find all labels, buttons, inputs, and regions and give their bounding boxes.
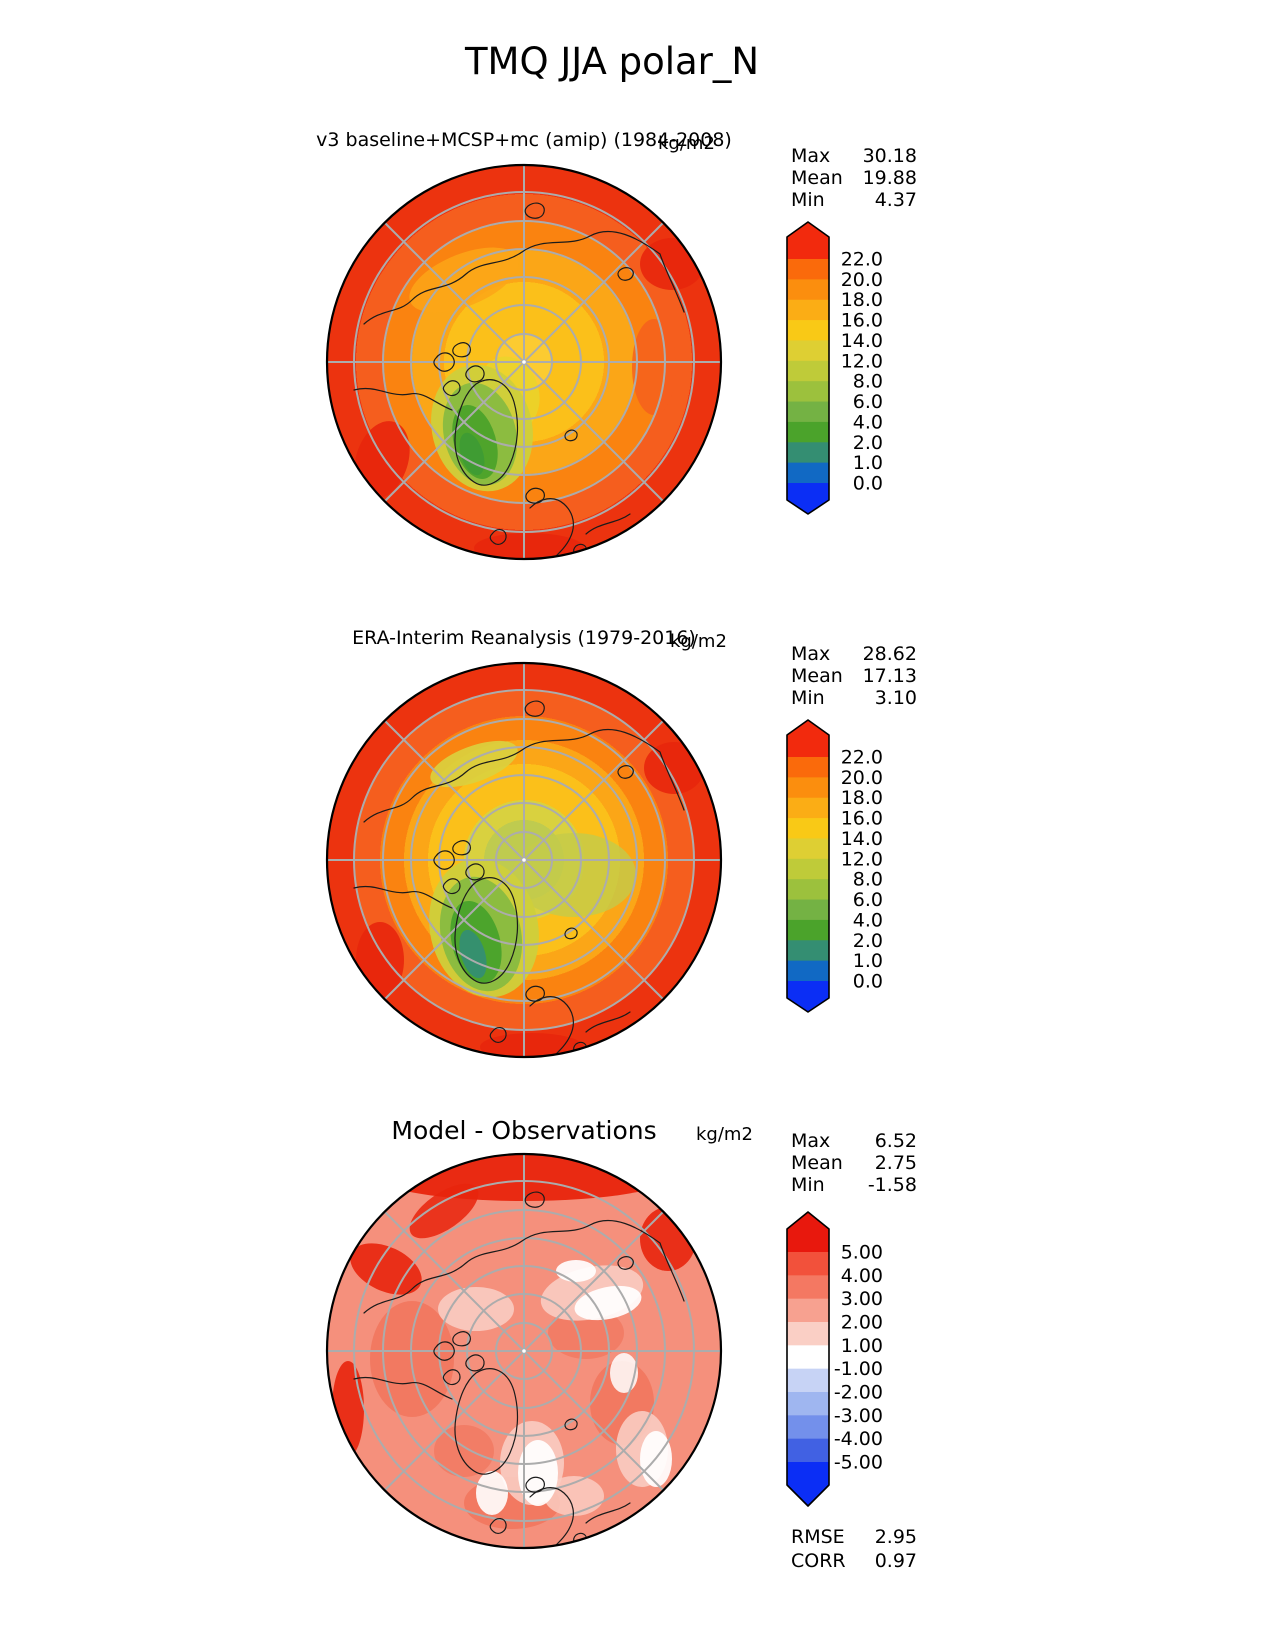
map-boundary xyxy=(325,661,723,1059)
stat-value: 3.10 xyxy=(874,687,917,709)
pole-dot xyxy=(522,360,526,364)
metric-value: 2.95 xyxy=(874,1526,917,1548)
stat-label: Mean xyxy=(791,1152,843,1174)
colorbar-tick-label: 5.00 xyxy=(841,1242,883,1264)
colorbar-tick-label: 1.0 xyxy=(853,452,883,474)
colorbar-tick-label: -3.00 xyxy=(834,1405,883,1427)
colorbar-tick-label: 2.0 xyxy=(853,432,883,454)
colorbar-tick-label: 16.0 xyxy=(841,808,883,830)
colorbar-tick-label: 14.0 xyxy=(841,330,883,352)
colorbar-tick-label: 6.0 xyxy=(853,889,883,911)
colorbar-tick-label: 4.00 xyxy=(841,1265,883,1287)
panel2-polar-map xyxy=(325,661,723,1059)
colorbar-tick-label: 2.00 xyxy=(841,1312,883,1334)
stat-row-min: Min -1.58 xyxy=(791,1174,917,1196)
colorbar-tick-label: 4.0 xyxy=(853,909,883,931)
stat-value: 17.13 xyxy=(862,665,917,687)
colorbar-tick-label: 4.0 xyxy=(853,411,883,433)
colorbar-tick-label: 1.00 xyxy=(841,1335,883,1357)
colorbar-tick-label: 20.0 xyxy=(841,269,883,291)
panel2-units: kg/m2 xyxy=(670,631,727,652)
stat-value: 2.75 xyxy=(874,1152,917,1174)
colorbar-tick-label: 6.0 xyxy=(853,391,883,413)
metric-label: CORR xyxy=(791,1550,846,1572)
pole-dot xyxy=(522,1349,526,1353)
stat-row-mean: Mean 19.88 xyxy=(791,167,917,189)
stat-row-min: Min 4.37 xyxy=(791,189,917,211)
colorbar-tick-label: 22.0 xyxy=(841,747,883,769)
colorbar-tick-label: 2.0 xyxy=(853,930,883,952)
metric-row-rmse: RMSE 2.95 xyxy=(791,1525,917,1549)
panel1-colorbar: 22.020.018.016.014.012.08.06.04.02.01.00… xyxy=(786,221,883,515)
colorbar-tick-label: 1.0 xyxy=(853,950,883,972)
colorbar-tick-label: 20.0 xyxy=(841,767,883,789)
colorbar-tick-label: -4.00 xyxy=(834,1428,883,1450)
panel3-stats: Max 6.52 Mean 2.75 Min -1.58 xyxy=(791,1130,917,1196)
stat-row-max: Max 6.52 xyxy=(791,1130,917,1152)
stat-label: Mean xyxy=(791,167,843,189)
colorbar-tick-label: 18.0 xyxy=(841,787,883,809)
panel2-colorbar: 22.020.018.016.014.012.08.06.04.02.01.00… xyxy=(786,719,883,1013)
stat-value: 30.18 xyxy=(862,145,917,167)
figure-title: TMQ JJA polar_N xyxy=(464,40,760,83)
colorbar-tick-label: 22.0 xyxy=(841,249,883,271)
colorbar-tick-label: -2.00 xyxy=(834,1382,883,1404)
panel2-stats: Max 28.62 Mean 17.13 Min 3.10 xyxy=(791,643,917,709)
pole-dot xyxy=(522,858,526,862)
panel1-title: v3 baseline+MCSP+mc (amip) (1984-2008) xyxy=(316,129,732,151)
colorbar-tick-label: -5.00 xyxy=(834,1452,883,1474)
colorbar-tick-label: 12.0 xyxy=(841,350,883,372)
colorbar-tick-label: 8.0 xyxy=(853,371,883,393)
colorbar-tick-label: 0.0 xyxy=(853,473,883,495)
panel3-polar-map xyxy=(325,1152,723,1550)
stat-row-mean: Mean 2.75 xyxy=(791,1152,917,1174)
stat-label: Min xyxy=(791,1174,825,1196)
stat-value: 28.62 xyxy=(862,643,917,665)
panel1-stats: Max 30.18 Mean 19.88 Min 4.37 xyxy=(791,145,917,211)
panel3-units: kg/m2 xyxy=(696,1124,753,1145)
panel3-title: Model - Observations xyxy=(391,1116,657,1145)
map-boundary xyxy=(325,1152,723,1550)
panel3-colorbar: 5.004.003.002.001.00-1.00-2.00-3.00-4.00… xyxy=(786,1211,883,1507)
colorbar-tick-label: 12.0 xyxy=(841,848,883,870)
map-boundary xyxy=(325,163,723,561)
colorbar-tick-label: 16.0 xyxy=(841,310,883,332)
panel1-polar-map xyxy=(325,163,723,561)
stat-label: Max xyxy=(791,145,831,167)
colorbar-tick-label: -1.00 xyxy=(834,1358,883,1380)
stat-value: 6.52 xyxy=(874,1130,917,1152)
stat-label: Mean xyxy=(791,665,843,687)
colorbar-tick-label: 3.00 xyxy=(841,1288,883,1310)
metric-value: 0.97 xyxy=(874,1550,917,1572)
stat-value: -1.58 xyxy=(867,1174,917,1196)
stat-label: Min xyxy=(791,189,825,211)
panel3-metrics: RMSE 2.95 CORR 0.97 xyxy=(791,1525,917,1573)
colorbar-tick-label: 14.0 xyxy=(841,828,883,850)
colorbar-tick-label: 18.0 xyxy=(841,289,883,311)
metric-row-corr: CORR 0.97 xyxy=(791,1549,917,1573)
stat-label: Min xyxy=(791,687,825,709)
colorbar-tick-label: 0.0 xyxy=(853,971,883,993)
stat-row-max: Max 28.62 xyxy=(791,643,917,665)
metric-label: RMSE xyxy=(791,1526,845,1548)
stat-row-min: Min 3.10 xyxy=(791,687,917,709)
colorbar-tick-label: 8.0 xyxy=(853,869,883,891)
panel1-units: kg/m2 xyxy=(658,133,715,154)
stat-row-max: Max 30.18 xyxy=(791,145,917,167)
stat-label: Max xyxy=(791,1130,831,1152)
stat-value: 4.37 xyxy=(874,189,917,211)
stat-label: Max xyxy=(791,643,831,665)
panel2-title: ERA-Interim Reanalysis (1979-2016) xyxy=(352,627,696,649)
stat-value: 19.88 xyxy=(862,167,917,189)
stat-row-mean: Mean 17.13 xyxy=(791,665,917,687)
